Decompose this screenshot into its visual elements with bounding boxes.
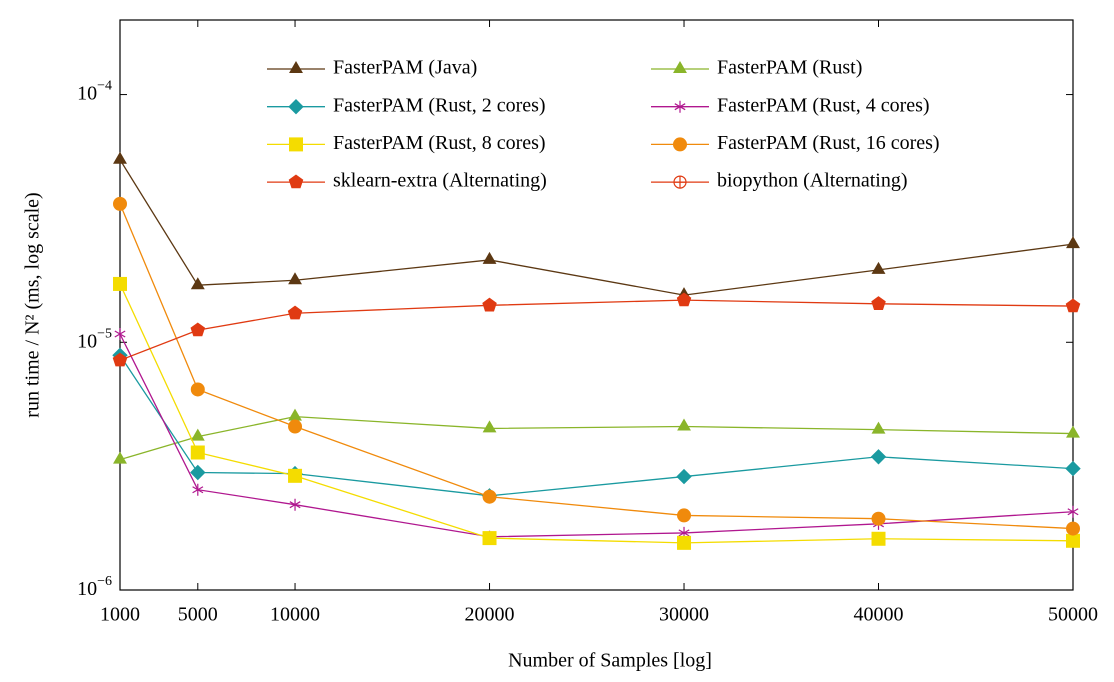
marker bbox=[190, 277, 205, 290]
marker bbox=[673, 61, 687, 73]
series-line bbox=[119, 203, 1074, 530]
marker bbox=[288, 272, 302, 285]
series-line bbox=[119, 283, 1074, 544]
marker bbox=[113, 196, 127, 211]
marker bbox=[192, 483, 204, 496]
marker bbox=[871, 531, 886, 546]
marker bbox=[676, 292, 692, 307]
marker bbox=[288, 408, 302, 421]
marker bbox=[113, 276, 127, 291]
x-tick-label: 1000 bbox=[100, 604, 140, 626]
marker bbox=[677, 418, 691, 431]
marker bbox=[673, 137, 687, 152]
marker bbox=[1066, 521, 1080, 536]
legend-label: FasterPAM (Java) bbox=[333, 57, 477, 79]
marker bbox=[870, 449, 887, 465]
x-tick-label: 20000 bbox=[465, 604, 515, 626]
series-line bbox=[119, 415, 1074, 461]
marker bbox=[482, 531, 497, 546]
y-axis-label: run time / N² (ms, log scale) bbox=[22, 192, 44, 417]
series-line bbox=[119, 159, 1074, 296]
y-tick-label: 10−6 bbox=[77, 574, 112, 599]
series-line bbox=[119, 354, 1074, 497]
x-tick-label: 10000 bbox=[270, 604, 320, 626]
marker bbox=[114, 328, 126, 341]
marker bbox=[112, 352, 128, 367]
marker-cross bbox=[674, 176, 686, 189]
marker bbox=[288, 419, 303, 434]
legend-label: FasterPAM (Rust, 8 cores) bbox=[333, 132, 546, 154]
marker bbox=[677, 535, 692, 550]
legend-label: FasterPAM (Rust, 4 cores) bbox=[717, 94, 930, 116]
marker bbox=[674, 100, 686, 113]
marker bbox=[482, 251, 497, 264]
marker bbox=[871, 261, 886, 274]
x-tick-label: 30000 bbox=[659, 604, 709, 626]
marker bbox=[190, 464, 206, 481]
x-tick-label: 5000 bbox=[178, 604, 218, 626]
marker bbox=[1067, 505, 1079, 518]
x-tick-label: 50000 bbox=[1048, 604, 1098, 626]
marker bbox=[871, 421, 886, 434]
marker bbox=[287, 305, 303, 320]
y-tick-label: 10−5 bbox=[77, 327, 112, 352]
marker bbox=[1065, 298, 1081, 313]
series-line bbox=[119, 299, 1074, 361]
y-tick-label: 10−4 bbox=[77, 79, 112, 104]
x-tick-label: 40000 bbox=[854, 604, 904, 626]
legend-label: biopython (Alternating) bbox=[717, 170, 908, 192]
marker bbox=[289, 137, 303, 152]
marker bbox=[190, 445, 205, 460]
marker bbox=[482, 420, 497, 433]
marker bbox=[113, 451, 127, 464]
legend-label: FasterPAM (Rust) bbox=[717, 57, 862, 79]
marker bbox=[190, 382, 205, 397]
marker bbox=[288, 98, 304, 115]
marker bbox=[1066, 425, 1080, 438]
legend-label: sklearn-extra (Alternating) bbox=[333, 170, 547, 192]
x-axis-label: Number of Samples [log] bbox=[508, 650, 712, 672]
marker bbox=[482, 297, 497, 312]
marker bbox=[289, 498, 301, 511]
legend-label: FasterPAM (Rust, 16 cores) bbox=[717, 132, 940, 154]
marker bbox=[1065, 460, 1081, 477]
marker bbox=[676, 468, 692, 485]
marker bbox=[677, 508, 692, 523]
marker bbox=[871, 296, 886, 310]
legend-label: FasterPAM (Rust, 2 cores) bbox=[333, 94, 546, 116]
marker bbox=[871, 511, 886, 526]
marker bbox=[1066, 533, 1080, 548]
marker bbox=[1066, 236, 1080, 249]
marker bbox=[673, 175, 687, 189]
marker bbox=[190, 428, 205, 441]
marker bbox=[288, 174, 304, 189]
marker bbox=[289, 61, 303, 73]
marker bbox=[190, 322, 206, 337]
marker bbox=[113, 151, 127, 164]
marker bbox=[288, 468, 303, 483]
marker bbox=[482, 489, 497, 504]
